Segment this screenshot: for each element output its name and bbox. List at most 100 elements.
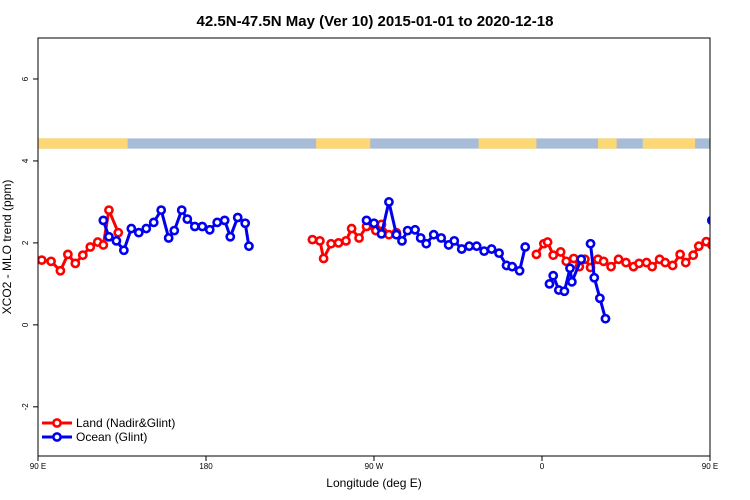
data-point — [197, 221, 208, 232]
data-point — [688, 250, 699, 261]
y-tick-label: 0 — [21, 322, 30, 327]
data-point — [77, 250, 88, 261]
data-point — [734, 225, 741, 232]
data-point — [576, 254, 587, 265]
data-point — [415, 233, 426, 243]
data-point — [104, 205, 114, 216]
data-point — [326, 238, 336, 249]
data-point — [544, 278, 555, 289]
data-point — [341, 235, 351, 246]
data-point — [585, 238, 596, 249]
data-point — [566, 276, 577, 287]
data-point — [716, 233, 723, 240]
y-tick-label: 6 — [21, 76, 30, 81]
data-point — [314, 235, 325, 246]
data-point — [156, 205, 167, 216]
data-point — [189, 221, 200, 232]
data-point — [376, 228, 387, 239]
data-point — [542, 237, 553, 247]
data-point — [680, 257, 691, 268]
data-point — [589, 272, 600, 283]
data-point — [397, 235, 407, 246]
legend-swatch-marker — [52, 418, 62, 428]
data-point — [141, 223, 152, 234]
x-tick-label: 90 E — [702, 462, 718, 471]
ocean-band — [38, 138, 710, 149]
data-point — [240, 218, 251, 229]
x-axis-label: Longitude (deg E) — [326, 476, 421, 490]
data-point — [361, 215, 372, 226]
y-tick-label: -2 — [21, 403, 30, 411]
series-line — [712, 210, 750, 250]
data-point — [559, 286, 570, 297]
data-point — [98, 215, 109, 226]
data-point — [479, 246, 490, 256]
data-point — [742, 229, 749, 236]
data-point — [634, 258, 644, 269]
data-point — [163, 233, 174, 243]
chart-title: 42.5N-47.5N May (Ver 10) 2015-01-01 to 2… — [197, 13, 554, 30]
data-point — [62, 249, 73, 260]
data-point — [70, 258, 81, 269]
data-point — [182, 214, 193, 225]
data-point — [369, 218, 379, 229]
land-band-segment — [316, 138, 371, 149]
data-point — [126, 223, 137, 234]
data-point — [568, 253, 579, 264]
data-point — [531, 249, 542, 260]
plot-frame — [37, 37, 711, 457]
x-tick-label: 90 W — [365, 462, 384, 471]
x-tick-label: 180 — [199, 462, 213, 471]
data-point — [660, 257, 671, 268]
legend: Land (Nadir&Glint)Ocean (Glint) — [42, 416, 175, 444]
data-point — [232, 212, 243, 223]
data-point — [486, 244, 497, 254]
data-point — [204, 224, 215, 235]
data-point — [471, 241, 482, 252]
data-point — [520, 242, 531, 252]
data-point — [410, 224, 420, 235]
data-point — [494, 248, 504, 259]
data-point — [98, 240, 109, 250]
land-band-segment — [478, 138, 537, 149]
data-point — [594, 293, 605, 304]
data-point — [675, 249, 686, 260]
data-point — [507, 261, 518, 272]
data-point — [464, 241, 475, 252]
data-point — [606, 261, 616, 272]
data-point — [176, 205, 187, 216]
data-point — [46, 256, 56, 267]
land-band-segment — [38, 138, 128, 149]
data-point — [693, 241, 704, 252]
data-point — [384, 229, 394, 240]
data-point — [402, 225, 413, 236]
data-point — [333, 238, 344, 248]
data-point — [354, 233, 364, 243]
data-point — [346, 223, 357, 234]
data-point — [548, 270, 559, 281]
data-point — [721, 237, 728, 244]
legend-label: Land (Nadir&Glint) — [76, 416, 175, 430]
data-point — [721, 229, 728, 236]
data-point — [55, 265, 66, 276]
land-band-segment — [598, 138, 617, 149]
y-axis: -2 0 2 4 6 — [21, 76, 38, 410]
data-point — [729, 247, 736, 254]
data-point — [456, 244, 467, 254]
y-axis-label: XCO2 - MLO trend (ppm) — [0, 180, 14, 315]
legend-item: Land (Nadir&Glint) — [42, 416, 175, 430]
data-point — [38, 255, 47, 266]
data-point — [133, 227, 144, 238]
data-point — [104, 231, 114, 242]
legend-label: Ocean (Glint) — [76, 430, 147, 444]
y-tick-label: 4 — [21, 158, 30, 163]
series-layer — [38, 197, 750, 324]
data-point — [318, 253, 329, 264]
data-point — [621, 257, 631, 268]
data-point — [391, 229, 402, 240]
data-point — [219, 215, 230, 226]
data-point — [706, 240, 710, 250]
data-point — [85, 242, 96, 252]
legend-item: Ocean (Glint) — [42, 430, 147, 444]
